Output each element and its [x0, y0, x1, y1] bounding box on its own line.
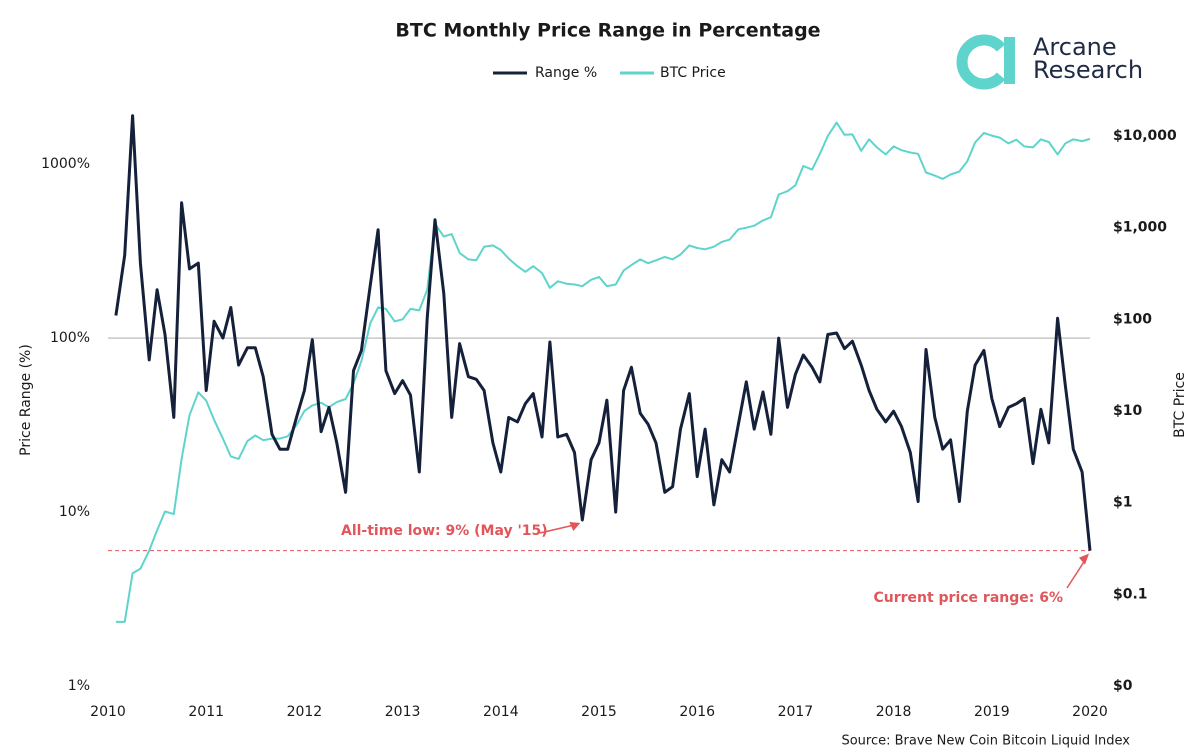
- logo-arc: [956, 34, 1006, 90]
- legend-label: Range %: [535, 65, 597, 81]
- x-tick-label: 2018: [876, 704, 912, 720]
- y2-tick-label: $10,000: [1113, 128, 1177, 144]
- brand-line: Research: [1033, 56, 1143, 84]
- brand-line: Arcane: [1033, 33, 1117, 61]
- series-line: [114, 114, 1092, 551]
- source-note: Source: Brave New Coin Bitcoin Liquid In…: [841, 734, 1130, 749]
- y-axis-title: Price Range (%): [18, 344, 34, 456]
- series-line: [115, 121, 1091, 623]
- y-tick-label: 10%: [59, 504, 90, 520]
- logo: Arcane Research: [956, 33, 1143, 90]
- annotation: All-time low: 9% (May '15): [341, 523, 548, 539]
- annotation-arrow: [1066, 558, 1087, 589]
- arrow-head: [1079, 553, 1089, 565]
- y-tick-label: 100%: [50, 330, 90, 346]
- y2-tick-label: $100: [1113, 311, 1152, 327]
- x-tick-label: 2020: [1072, 704, 1108, 720]
- x-tick-label: 2011: [188, 704, 224, 720]
- x-tick-label: 2019: [974, 704, 1010, 720]
- y2-axis-title: BTC Price: [1172, 372, 1188, 438]
- annotation-arrow: [539, 524, 575, 534]
- y2-tick-label: $1: [1113, 495, 1132, 511]
- arrow-head: [569, 522, 581, 532]
- annotation: Current price range: 6%: [873, 590, 1063, 606]
- y-tick-label: 1000%: [41, 156, 90, 172]
- legend-label: BTC Price: [660, 65, 726, 81]
- y2-tick-label: $0: [1113, 678, 1133, 694]
- y-tick-label: 1%: [68, 678, 90, 694]
- x-tick-label: 2017: [778, 704, 814, 720]
- x-tick-label: 2010: [90, 704, 126, 720]
- y2-tick-label: $0.1: [1113, 586, 1148, 602]
- x-tick-label: 2016: [679, 704, 715, 720]
- y2-tick-label: $1,000: [1113, 220, 1167, 236]
- chart-title: BTC Monthly Price Range in Percentage: [395, 20, 820, 42]
- x-tick-label: 2012: [287, 704, 323, 720]
- logo-bar: [1004, 37, 1015, 84]
- x-tick-label: 2013: [385, 704, 421, 720]
- y2-tick-label: $10: [1113, 403, 1142, 419]
- x-tick-label: 2015: [581, 704, 617, 720]
- x-tick-label: 2014: [483, 704, 519, 720]
